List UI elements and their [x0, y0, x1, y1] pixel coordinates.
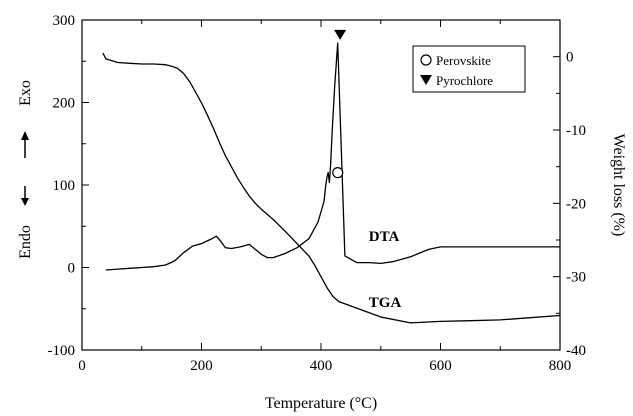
perovskite-marker [332, 167, 344, 179]
y-left-tick-label: 100 [53, 178, 76, 194]
endo-exo-arrows [21, 131, 29, 206]
endo-arrow-head [21, 198, 29, 206]
y-left-title-endo: Endo [17, 225, 34, 259]
y-left-tick-label: -100 [48, 343, 76, 359]
x-tick-label: 800 [549, 358, 572, 374]
legend-label: Pyrochlore [436, 73, 493, 88]
y-right-tick-label: 0 [566, 50, 574, 66]
exo-arrow-head [21, 131, 29, 140]
series-line-dta [105, 42, 560, 271]
series-label-tga: TGA [369, 295, 402, 311]
legend-items: Perovskite Pyrochlore [420, 53, 493, 88]
pyrochlore-marker [334, 29, 347, 40]
y-left-tick-label: 0 [68, 261, 76, 277]
x-tick-label: 200 [190, 358, 213, 374]
y-left-title-exo: Exo [17, 80, 34, 106]
y-right-axis-title: Weight loss (%) [610, 134, 627, 237]
legend-pyrochlore-marker [420, 75, 432, 85]
y-left-axis-title: Endo Exo [17, 80, 34, 259]
legend-box [412, 45, 526, 93]
legend-perovskite-marker [420, 54, 432, 66]
y-right-tick-label: -10 [566, 123, 586, 139]
y-right-tick-label: -40 [566, 343, 586, 359]
series-label-dta: DTA [369, 229, 400, 245]
x-tick-label: 0 [78, 358, 86, 374]
x-tick-label: 400 [310, 358, 333, 374]
legend-label: Perovskite [436, 53, 491, 68]
y-right-tick-label: -20 [566, 196, 586, 212]
x-tick-label: 600 [429, 358, 452, 374]
series-layer [102, 42, 561, 324]
y-right-tick-label: -30 [566, 270, 586, 286]
y-left-tick-label: 200 [53, 96, 76, 112]
y-left-tick-label: 300 [53, 13, 76, 29]
series-line-tga [102, 52, 561, 324]
legend: Perovskite Pyrochlore [412, 45, 526, 93]
x-axis-title: Temperature (°C) [265, 395, 377, 412]
labels-layer: DTA TGA [332, 29, 402, 311]
